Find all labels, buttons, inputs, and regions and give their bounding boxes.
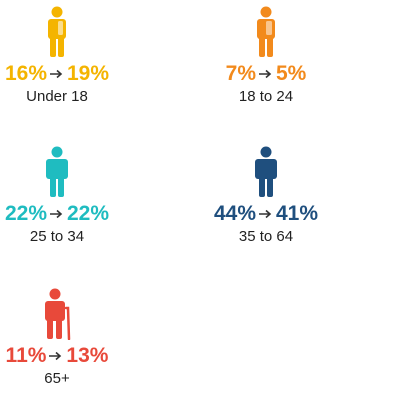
percentage-change: 44% 41% (191, 202, 341, 226)
right-arrow-icon (50, 69, 63, 79)
young-person-icon (257, 6, 275, 57)
right-arrow-icon (50, 209, 63, 219)
percentage-change: 22% 22% (0, 202, 132, 226)
to-percentage: 5% (276, 62, 307, 85)
to-percentage: 22% (67, 202, 110, 225)
from-percentage: 44% (213, 202, 256, 225)
age-group-under-18: 16% 19% Under 18 (0, 6, 132, 106)
right-arrow-icon (259, 209, 272, 219)
age-group-25-to-34: 22% 22% 25 to 34 (0, 146, 132, 246)
to-percentage: 13% (66, 344, 109, 367)
age-group-35-to-64: 44% 41% 35 to 64 (191, 146, 341, 246)
age-group-label: Under 18 (26, 88, 88, 105)
percentage-change: 16% 19% (0, 62, 132, 86)
from-percentage: 22% (4, 202, 47, 225)
age-group-label: 25 to 34 (29, 228, 85, 245)
to-percentage: 41% (276, 202, 319, 225)
right-arrow-icon (49, 351, 62, 361)
right-arrow-icon (259, 69, 272, 79)
to-percentage: 19% (67, 62, 110, 85)
percentage-change: 11% 13% (0, 344, 132, 368)
age-group-label: 18 to 24 (238, 88, 294, 105)
percentage-change: 7% 5% (191, 62, 341, 86)
age-group-65-plus: 11% 13% 65+ (0, 288, 132, 388)
from-percentage: 7% (225, 62, 256, 85)
age-group-label: 35 to 64 (238, 228, 294, 245)
child-person-icon (48, 6, 66, 57)
age-group-label: 65+ (44, 370, 70, 387)
age-group-18-to-24: 7% 5% 18 to 24 (191, 6, 341, 106)
elderly-person-cane-icon (45, 288, 71, 340)
adult-person-icon (255, 146, 277, 197)
from-percentage: 16% (4, 62, 47, 85)
adult-person-icon (46, 146, 68, 197)
from-percentage: 11% (5, 344, 47, 367)
